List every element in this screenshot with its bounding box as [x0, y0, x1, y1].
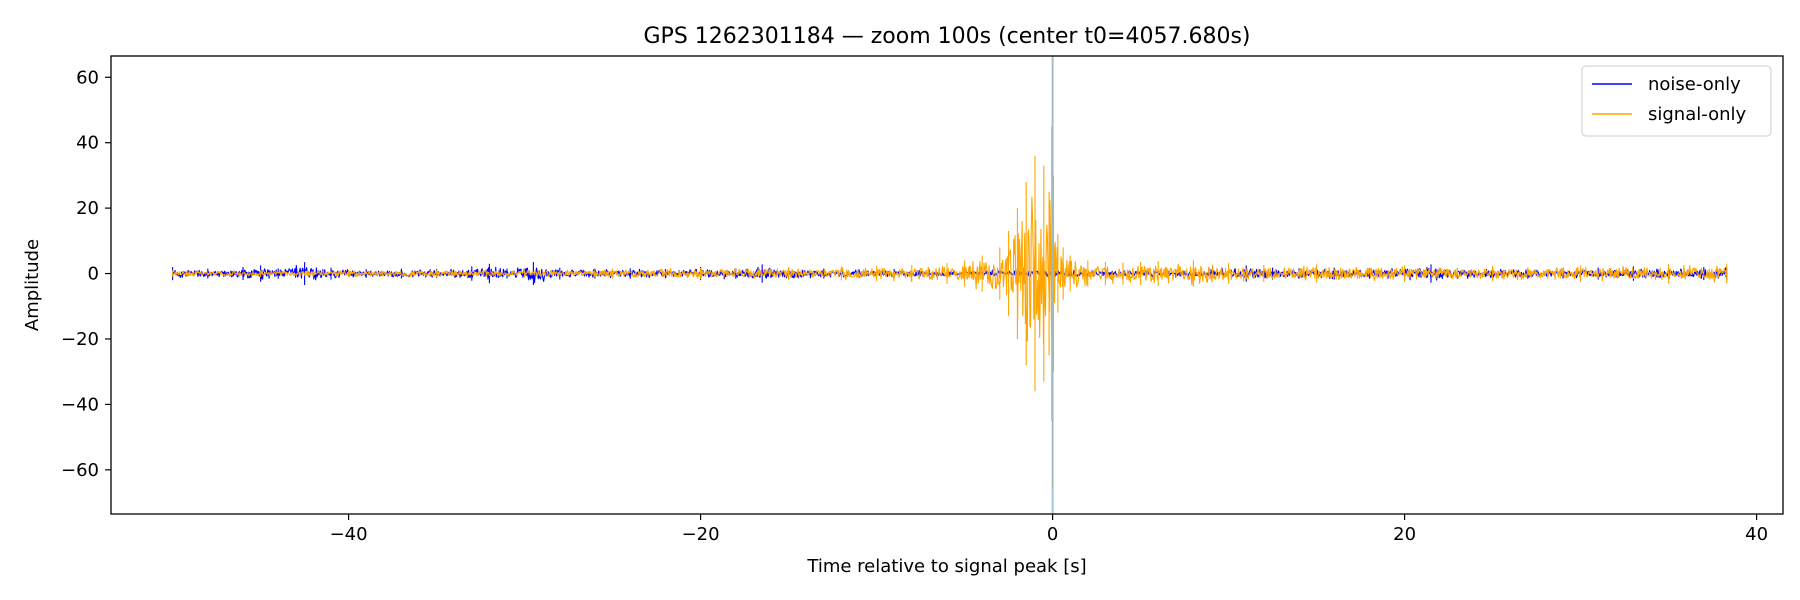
y-tick-label: 20 — [76, 198, 99, 219]
legend-label-signal-only: signal-only — [1648, 104, 1746, 125]
x-axis: −40 −20 0 20 40 — [330, 514, 1768, 545]
y-tick-label: −60 — [61, 460, 99, 481]
y-tick-label: −40 — [61, 394, 99, 415]
series-layer — [172, 57, 1728, 490]
x-tick-label: 40 — [1745, 524, 1768, 545]
y-tick-label: 40 — [76, 133, 99, 154]
x-tick-label: 0 — [1047, 524, 1058, 545]
plot-frame — [110, 55, 1784, 515]
y-tick-label: −20 — [61, 329, 99, 350]
y-axis-label: Amplitude — [22, 239, 43, 331]
x-tick-label: −40 — [330, 524, 368, 545]
y-axis: −60 −40 −20 0 20 40 60 — [61, 67, 111, 481]
legend: noise-only signal-only — [1581, 65, 1772, 137]
x-tick-label: 20 — [1393, 524, 1416, 545]
x-axis-label: Time relative to signal peak [s] — [806, 556, 1086, 577]
chart-title: GPS 1262301184 — zoom 100s (center t0=40… — [644, 24, 1251, 49]
x-tick-label: −20 — [682, 524, 720, 545]
legend-label-noise-only: noise-only — [1648, 74, 1741, 95]
y-tick-label: 0 — [88, 264, 99, 285]
y-tick-label: 60 — [76, 67, 99, 88]
